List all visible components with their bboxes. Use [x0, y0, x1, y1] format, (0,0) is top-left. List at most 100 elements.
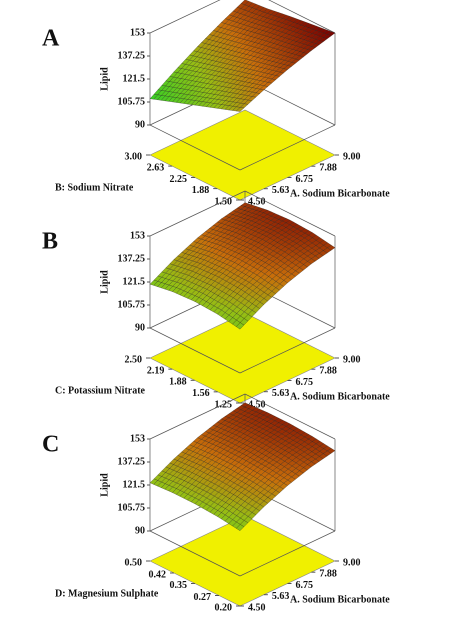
box-edge — [149, 530, 241, 577]
box-edge — [244, 190, 336, 237]
box-edge — [239, 124, 336, 171]
x-tick-label: 6.75 — [296, 580, 314, 591]
y-tick-label: 0.20 — [215, 602, 233, 613]
x-axis-label: A. Sodium Bicarbonate — [290, 391, 390, 402]
contour-floor — [149, 109, 336, 201]
x-tick-label: 7.88 — [319, 568, 337, 579]
surface-cell — [219, 226, 267, 256]
y-axis-label: C: Potassium Nitrate — [55, 385, 146, 396]
z-tick-label: 121.5 — [123, 276, 146, 287]
y-tick-label: 0.50 — [125, 557, 143, 568]
surface-cell — [219, 428, 267, 459]
panel-letter: A — [42, 26, 60, 52]
surface-cell — [196, 447, 243, 481]
surface-cell — [288, 232, 336, 265]
y-tick-label: 2.25 — [170, 174, 188, 185]
surface-cell — [266, 423, 313, 453]
z-axis-label: Lipid — [99, 473, 110, 497]
surface-cell — [218, 458, 266, 493]
surface-cell — [197, 218, 245, 246]
surface-cell — [173, 237, 221, 268]
y-tick-label: 0.35 — [170, 580, 188, 591]
surface-cell — [264, 452, 312, 486]
surface-facet — [235, 107, 245, 112]
surface-cell — [195, 52, 243, 82]
box-edge — [149, 0, 221, 34]
y-tick-label: 1.88 — [192, 185, 210, 196]
surface-cell — [266, 219, 313, 249]
panel-letter: C — [42, 432, 59, 458]
surface-facet — [236, 322, 245, 330]
surface-cell — [241, 267, 288, 305]
y-tick-label: 1.50 — [215, 196, 233, 207]
surface-cell — [197, 418, 244, 448]
x-tick-label: 5.63 — [272, 388, 290, 399]
z-tick-label: 90 — [135, 119, 145, 130]
x-tick-label: 6.75 — [296, 174, 314, 185]
surface-cell — [241, 471, 288, 508]
surface-cell — [218, 57, 266, 86]
surface-cell — [220, 202, 268, 227]
x-tick-label: 4.50 — [248, 399, 266, 410]
box-edge — [149, 393, 246, 440]
z-tick-label: 153 — [130, 27, 145, 38]
z-tick-label: 105.75 — [118, 96, 146, 107]
panel-letter: B — [42, 229, 58, 255]
z-tick-label: 137.25 — [118, 253, 146, 264]
surface-cell — [217, 289, 264, 330]
z-tick-label: 137.25 — [118, 50, 146, 61]
surface-cell — [221, 0, 268, 30]
surface-cell — [264, 43, 312, 70]
surface-facet — [236, 524, 245, 531]
surface-cell — [218, 255, 266, 290]
z-tick-label: 153 — [130, 433, 145, 444]
panel: C 90 105.75 121.5 137.25 153 Lipid 0.200.27 0.35… — [42, 393, 390, 613]
surface-cell — [194, 276, 242, 315]
y-tick-label: 2.50 — [125, 354, 143, 365]
surface — [149, 0, 336, 112]
surface-cell — [217, 85, 265, 112]
surface-cell — [172, 266, 219, 302]
y-tick-label: 2.19 — [147, 365, 165, 376]
box-edge — [149, 124, 241, 171]
box-edge — [149, 190, 246, 237]
surface-cell — [173, 437, 221, 469]
x-tick-label: 4.50 — [248, 602, 266, 613]
z-tick-label: 121.5 — [123, 73, 146, 84]
z-tick-label: 121.5 — [123, 479, 146, 490]
surface-cell — [219, 29, 267, 59]
surface-cell — [240, 63, 288, 91]
y-tick-label: 3.00 — [125, 151, 143, 162]
y-tick-label: 1.88 — [169, 377, 187, 388]
z-axis-label: Lipid — [99, 270, 110, 294]
x-tick-label: 9.00 — [343, 557, 361, 568]
panel: A 90 105.75 121.5 137.25 153 Lipid 1.50 1.88 2.25… — [42, 0, 390, 207]
x-tick-label: 7.88 — [319, 365, 337, 376]
y-tick-label: 1.56 — [192, 388, 210, 399]
surface-cell — [242, 439, 289, 472]
z-tick-label: 90 — [135, 525, 145, 536]
panel: B 90 105.75 121.5 137.25 153 Lipid 1.25 1.56 1.88… — [42, 190, 390, 410]
box-edge — [244, 393, 336, 440]
x-tick-label: 4.50 — [248, 196, 266, 207]
x-axis-label: A. Sodium Bicarbonate — [290, 188, 390, 199]
surface-cell — [149, 458, 197, 493]
y-tick-label: 2.63 — [147, 162, 165, 173]
surface-cell — [194, 80, 242, 109]
x-tick-label: 6.75 — [296, 377, 314, 388]
box-edge — [239, 327, 336, 374]
z-tick-label: 137.25 — [118, 456, 146, 467]
surface-cell — [243, 209, 291, 237]
surface-cell — [149, 259, 197, 292]
surface-cell — [288, 24, 336, 51]
z-tick-label: 105.75 — [118, 299, 146, 310]
surface-cell — [149, 71, 197, 103]
y-axis-label: D: Magnesium Sulphate — [55, 588, 159, 599]
x-tick-label: 5.63 — [272, 591, 290, 602]
surface-cell — [172, 468, 219, 505]
z-tick-label: 90 — [135, 322, 145, 333]
surface-cell — [242, 236, 289, 268]
y-tick-label: 1.25 — [215, 399, 233, 410]
surface-cell — [243, 412, 291, 441]
